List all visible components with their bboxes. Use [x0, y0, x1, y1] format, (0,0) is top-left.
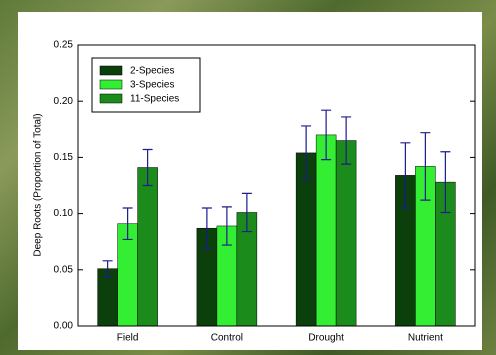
legend-swatch: [100, 80, 122, 89]
legend-label: 11-Species: [130, 94, 179, 105]
x-tick-label: Control: [211, 333, 243, 344]
y-tick-label: 0.15: [54, 152, 74, 163]
x-tick-label: Drought: [308, 333, 344, 344]
bar: [336, 141, 356, 326]
y-axis-label: Deep Roots (Proportion of Total): [33, 113, 44, 256]
bar: [138, 168, 158, 326]
chart: Deep Roots (Proportion of Total) 0.00 0.0…: [0, 0, 496, 355]
y-tick-label: 0.00: [54, 321, 74, 332]
x-tick-label: Nutrient: [408, 333, 443, 344]
y-tick-label: 0.05: [54, 264, 74, 275]
bar: [316, 135, 336, 326]
legend-label: 3-Species: [130, 80, 174, 91]
y-tick-label: 0.10: [54, 208, 74, 219]
y-tick-label: 0.25: [54, 40, 74, 51]
x-tick-label: Field: [117, 333, 139, 344]
bar: [98, 269, 118, 326]
legend-swatch: [100, 66, 122, 75]
legend-swatch: [100, 94, 122, 103]
y-tick-label: 0.20: [54, 96, 74, 107]
legend-label: 2-Species: [130, 66, 174, 77]
